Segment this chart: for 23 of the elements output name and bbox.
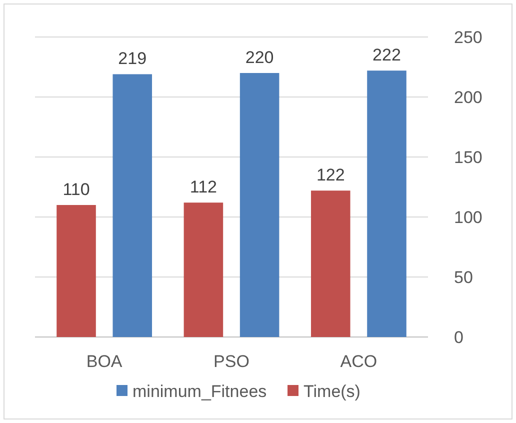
x-tick-label: BOA — [86, 352, 123, 371]
data-label: 219 — [118, 49, 147, 68]
bar — [240, 73, 280, 337]
legend-label: Time(s) — [304, 382, 360, 401]
x-tick-label: PSO — [214, 352, 250, 371]
data-label: 110 — [62, 180, 90, 199]
bar — [112, 74, 152, 337]
y-tick-label: 100 — [454, 208, 482, 227]
y-tick-label: 0 — [454, 328, 464, 347]
data-label: 222 — [372, 46, 401, 65]
bar — [56, 205, 96, 337]
legend-label: minimum_Fitnees — [132, 382, 267, 401]
x-tick-label: ACO — [340, 352, 378, 371]
bar — [310, 190, 350, 337]
y-tick-label: 50 — [454, 268, 473, 287]
y-tick-label: 200 — [454, 88, 482, 107]
y-tick-label: 150 — [454, 148, 482, 167]
y-tick-label: 250 — [454, 28, 482, 47]
data-label: 112 — [190, 178, 217, 197]
bar — [184, 202, 224, 337]
data-label: 122 — [316, 166, 345, 185]
bar — [367, 70, 406, 337]
data-label: 220 — [245, 48, 274, 67]
